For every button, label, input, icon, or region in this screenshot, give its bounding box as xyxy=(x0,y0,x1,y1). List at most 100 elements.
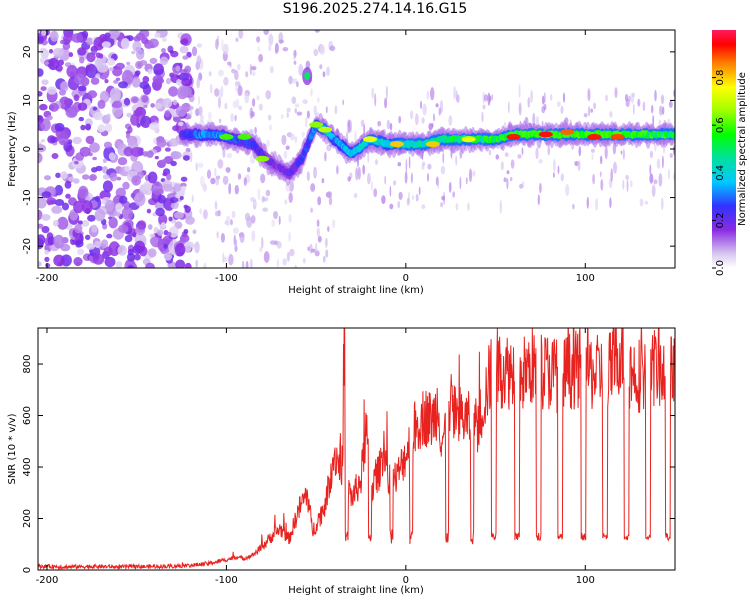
noise-blob xyxy=(311,248,316,253)
noise-blob xyxy=(115,140,121,146)
noise-blob xyxy=(163,243,168,249)
noise-blob xyxy=(161,37,167,42)
noise-blob xyxy=(127,264,134,268)
ridge-hotspot xyxy=(389,141,404,148)
noise-blob xyxy=(78,185,89,199)
noise-blob xyxy=(319,44,326,56)
noise-blob xyxy=(103,141,112,149)
noise-blob xyxy=(262,207,269,212)
noise-blob xyxy=(157,194,166,204)
noise-blob xyxy=(482,92,486,104)
noise-blob xyxy=(147,171,158,184)
noise-blob xyxy=(572,203,575,210)
noise-blob xyxy=(269,65,274,74)
noise-blob xyxy=(225,215,231,227)
noise-blob xyxy=(327,226,330,232)
noise-blob xyxy=(156,138,167,148)
noise-blob xyxy=(81,30,89,39)
noise-blob xyxy=(108,30,120,40)
colorbar-tick-label: 0.2 xyxy=(715,212,726,228)
noise-blob xyxy=(94,240,102,249)
noise-blob xyxy=(91,167,98,173)
noise-blob xyxy=(130,147,143,157)
spectrogram-y-tick-label: -20 xyxy=(22,238,33,254)
noise-blob xyxy=(183,229,189,234)
spectrogram-y-tick-label: -10 xyxy=(22,189,33,205)
noise-blob xyxy=(154,32,161,38)
noise-blob xyxy=(102,158,107,164)
noise-blob xyxy=(47,57,60,71)
noise-blob xyxy=(518,103,521,114)
noise-blob xyxy=(319,64,323,70)
noise-blob xyxy=(203,209,208,220)
noise-blob xyxy=(328,196,333,206)
noise-blob xyxy=(419,100,423,110)
noise-blob xyxy=(250,111,255,118)
noise-blob xyxy=(174,221,183,230)
noise-blob xyxy=(150,103,155,108)
noise-blob xyxy=(455,155,458,166)
noise-blob xyxy=(146,150,154,158)
noise-blob xyxy=(430,87,435,101)
noise-blob xyxy=(347,176,352,182)
noise-blob xyxy=(104,256,116,268)
noise-blob xyxy=(443,191,445,205)
noise-blob xyxy=(620,150,623,155)
ridge-hotspot xyxy=(219,133,234,140)
noise-blob xyxy=(117,157,128,166)
noise-blob xyxy=(556,101,561,107)
noise-blob xyxy=(237,63,241,71)
noise-blob xyxy=(317,196,322,206)
noise-blob xyxy=(481,111,484,123)
snr-y-tick-label: 0 xyxy=(22,567,33,573)
noise-blob xyxy=(155,207,165,217)
noise-blob xyxy=(75,239,84,248)
noise-blob xyxy=(82,200,93,214)
noise-blob xyxy=(160,159,167,165)
noise-blob xyxy=(203,262,207,268)
noise-blob xyxy=(542,95,545,105)
noise-blob xyxy=(91,224,98,233)
noise-blob xyxy=(605,94,608,102)
noise-blob xyxy=(104,79,109,84)
noise-blob xyxy=(261,195,265,203)
noise-blob xyxy=(162,183,173,192)
noise-blob xyxy=(373,188,378,198)
noise-blob xyxy=(234,70,239,81)
noise-blob xyxy=(124,165,131,172)
snr-y-tick-label: 200 xyxy=(22,509,33,528)
noise-blob xyxy=(465,177,468,185)
noise-blob xyxy=(631,93,636,98)
noise-blob xyxy=(124,235,133,243)
noise-blob xyxy=(184,262,192,268)
noise-blob xyxy=(487,92,491,106)
noise-blob xyxy=(120,38,130,50)
noise-blob xyxy=(659,105,662,114)
noise-blob xyxy=(499,200,502,214)
noise-blob xyxy=(455,203,459,211)
noise-blob xyxy=(214,88,220,97)
noise-blob xyxy=(149,236,159,246)
noise-blob xyxy=(412,194,414,201)
noise-blob xyxy=(87,214,96,222)
noise-blob xyxy=(389,203,394,210)
noise-blob xyxy=(202,183,207,192)
noise-blob xyxy=(215,38,219,50)
noise-blob xyxy=(326,66,330,77)
noise-blob xyxy=(282,47,289,52)
noise-blob xyxy=(135,60,143,70)
noise-blob xyxy=(317,235,322,243)
noise-blob xyxy=(398,191,403,200)
noise-blob xyxy=(609,197,612,209)
noise-blob xyxy=(410,172,413,184)
noise-blob xyxy=(196,43,203,48)
noise-blob xyxy=(174,243,186,257)
noise-blob xyxy=(121,206,133,220)
noise-blob xyxy=(325,237,328,248)
noise-blob xyxy=(560,105,564,114)
noise-blob xyxy=(405,158,408,173)
noise-blob xyxy=(192,229,197,234)
noise-blob xyxy=(652,115,655,127)
